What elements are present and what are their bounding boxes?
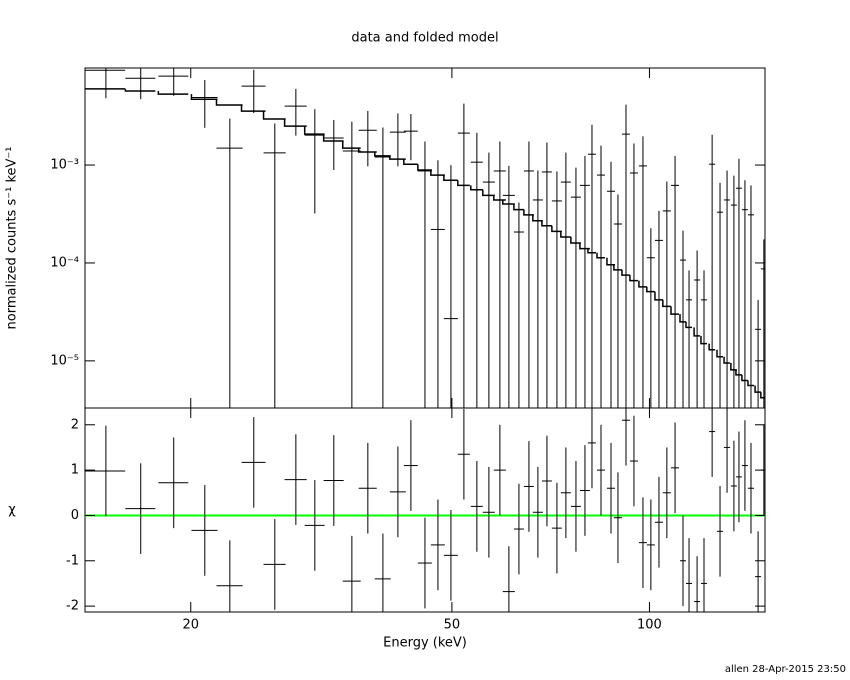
- top-plot: [85, 68, 765, 408]
- model-step: [700, 335, 708, 345]
- bottom-plot: [85, 408, 765, 612]
- model-step: [417, 164, 432, 171]
- model-step: [470, 185, 483, 191]
- model-step: [443, 175, 458, 181]
- model-step: [215, 99, 243, 106]
- x-axis-label: Energy (keV): [383, 636, 467, 651]
- model-step: [532, 214, 543, 222]
- model-step: [670, 306, 680, 315]
- model-step: [613, 264, 622, 271]
- model-step: [693, 327, 701, 337]
- model-step: [596, 252, 605, 259]
- model-step: [629, 275, 638, 282]
- model-step: [735, 369, 742, 376]
- model-step: [262, 111, 286, 120]
- y-tick-label: -2: [66, 599, 79, 614]
- model-step: [124, 88, 156, 92]
- model-step: [679, 314, 686, 323]
- model-step: [374, 151, 391, 157]
- model-step: [723, 356, 731, 364]
- model-step: [493, 195, 506, 201]
- model-step: [579, 242, 590, 250]
- model-step: [322, 134, 344, 142]
- model-step: [551, 225, 562, 233]
- model-step: [523, 209, 534, 216]
- model-step: [303, 126, 325, 135]
- y-tick-label: 10⁻³: [50, 158, 79, 173]
- model-step: [513, 204, 524, 211]
- model-step: [662, 299, 671, 308]
- model-step: [716, 349, 724, 358]
- x-tick-label: 50: [444, 618, 461, 633]
- model-step: [760, 392, 765, 399]
- y-tick-label: 2: [71, 417, 79, 432]
- x-tick-label: 100: [637, 618, 662, 633]
- model-step: [708, 343, 716, 351]
- model-step: [430, 170, 445, 176]
- residual-axis-label: χ: [8, 503, 16, 518]
- x-tick-label: 20: [182, 618, 199, 633]
- chart-title: data and folded model: [351, 31, 498, 46]
- model-step: [357, 148, 377, 153]
- model-step: [730, 363, 737, 371]
- model-step: [240, 105, 266, 112]
- model-step: [685, 321, 693, 329]
- model-step: [587, 248, 596, 254]
- model-step: [157, 91, 189, 95]
- model-step: [606, 257, 615, 266]
- model-step: [741, 374, 748, 382]
- model-step: [190, 94, 218, 100]
- model-step: [502, 199, 515, 205]
- y-tick-label: -1: [66, 553, 79, 568]
- y-tick-label: 10⁻⁵: [50, 353, 79, 368]
- model-step: [621, 269, 630, 276]
- model-step: [638, 280, 647, 288]
- model-step: [560, 231, 571, 238]
- model-step: [747, 380, 754, 387]
- model-step: [283, 119, 307, 127]
- axes: 10⁻³ 10⁻⁴ 10⁻⁵ -2 -1 0 1 2 20 50 100: [50, 68, 765, 633]
- model-step: [646, 286, 655, 293]
- model-step: [341, 141, 361, 149]
- model-step: [541, 220, 552, 227]
- model-step: [482, 189, 495, 197]
- model-step: [654, 291, 663, 301]
- y-axis-label: normalized counts s⁻¹ keV⁻¹: [5, 147, 20, 330]
- y-tick-label: 1: [71, 463, 79, 478]
- y-tick-label: 10⁻⁴: [50, 255, 79, 270]
- y-tick-label: 0: [71, 508, 79, 523]
- model-step: [570, 237, 581, 244]
- footer: allen 28-Apr-2015 23:50: [725, 664, 846, 675]
- model-step: [754, 385, 762, 393]
- model-step: [403, 159, 418, 165]
- model-step: [457, 180, 470, 187]
